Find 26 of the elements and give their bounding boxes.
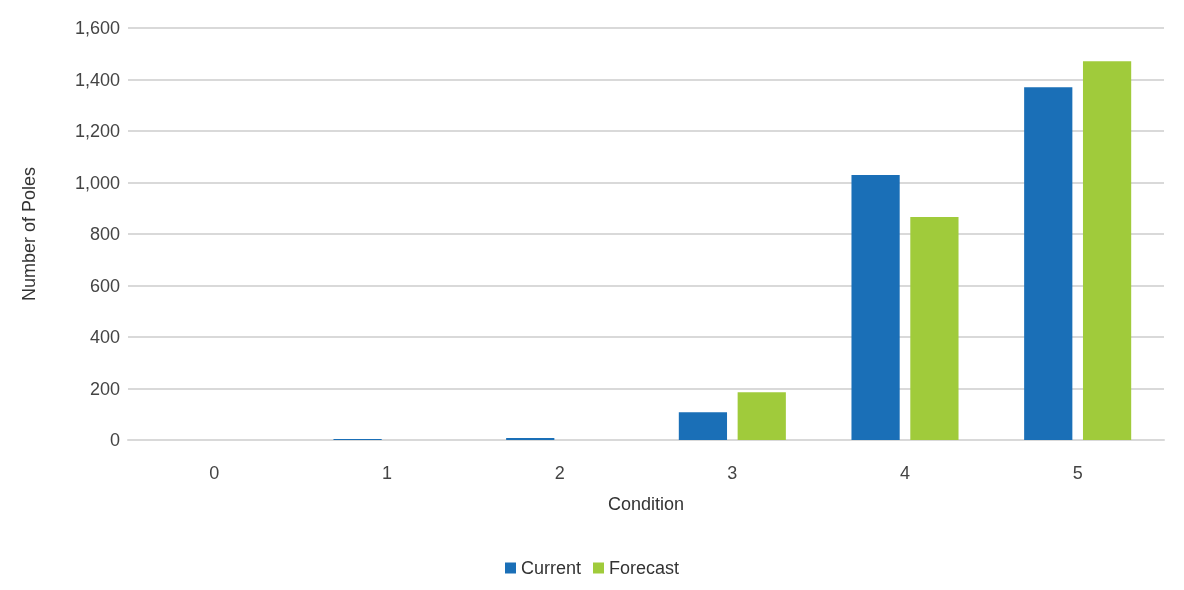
y-tick-label: 1,400 — [74, 69, 120, 90]
x-tick-label: 0 — [209, 463, 220, 483]
bar — [910, 217, 959, 440]
bar — [1082, 61, 1132, 440]
y-axis-title: Number of Poles — [19, 166, 39, 302]
bar — [737, 392, 786, 440]
x-axis-title: Condition — [607, 494, 685, 514]
y-tick-label: 200 — [89, 378, 120, 399]
y-tick-label: 800 — [89, 224, 120, 244]
y-tick-label: 1,600 — [74, 18, 120, 38]
y-tick-label: 1,200 — [74, 121, 120, 141]
x-tick-label: 2 — [554, 463, 565, 483]
legend-label: Current — [520, 558, 582, 578]
y-tick-label: 600 — [89, 275, 120, 296]
y-tick-label: 400 — [89, 327, 120, 347]
y-tick-label: 0 — [109, 430, 120, 450]
x-tick-label: 4 — [899, 463, 911, 483]
legend-label: Forecast — [609, 558, 680, 578]
x-tick-label: 5 — [1072, 463, 1083, 483]
bar — [1024, 87, 1073, 440]
y-tick-label: 1,000 — [74, 172, 120, 193]
bar — [506, 437, 555, 440]
bar — [851, 175, 900, 440]
x-tick-label: 3 — [727, 463, 738, 483]
bar — [678, 412, 728, 440]
x-tick-label: 1 — [381, 463, 393, 483]
